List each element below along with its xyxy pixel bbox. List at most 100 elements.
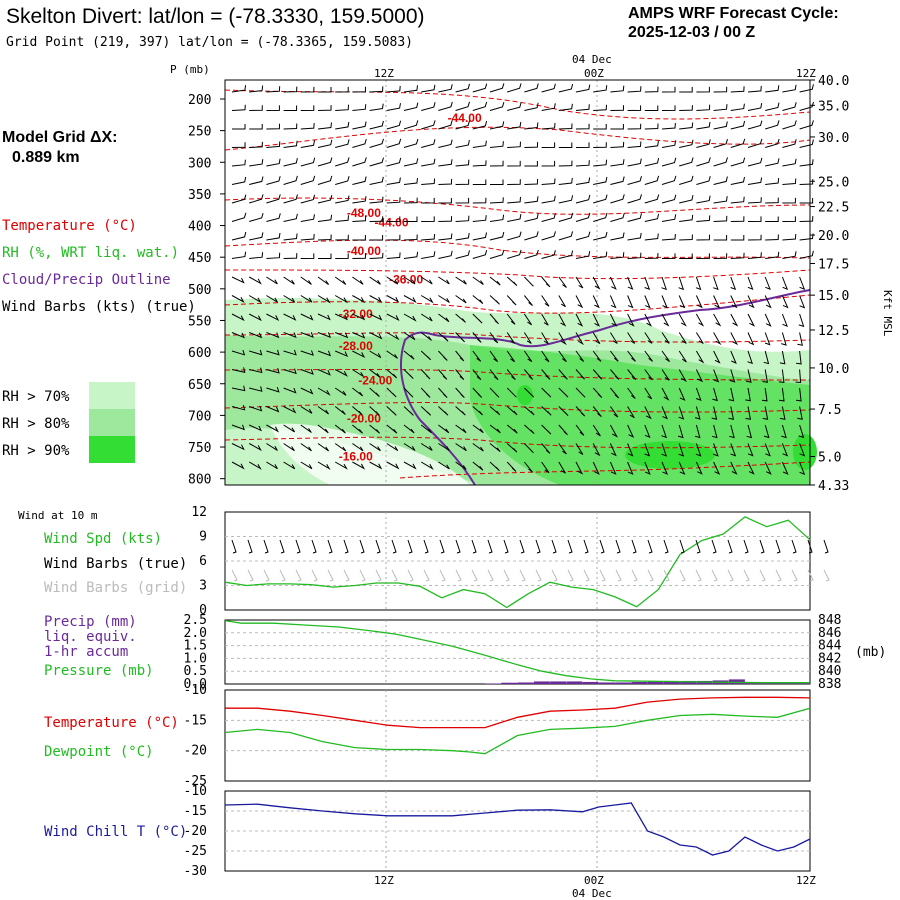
value-tick-label: 6	[199, 554, 207, 569]
wind-barb	[575, 123, 590, 130]
precip-bar	[485, 683, 502, 684]
wind-barb	[696, 195, 711, 204]
wind-barb	[541, 313, 549, 326]
wind-barb	[781, 332, 787, 346]
wind-barb	[369, 157, 384, 167]
wind-barb	[592, 295, 600, 309]
wind-barb	[627, 295, 634, 309]
wind-barb	[369, 406, 380, 416]
wind-barb	[266, 252, 281, 259]
wind-barb	[507, 249, 522, 259]
wind-barb	[352, 461, 366, 470]
wind-barb	[799, 101, 814, 111]
wind-barb	[575, 177, 591, 185]
wind-barb	[661, 157, 677, 167]
wind-barb	[249, 252, 264, 259]
wind-barb	[541, 332, 549, 345]
wind-barb	[317, 406, 330, 415]
wind-barb	[283, 253, 298, 259]
wind-barb	[782, 158, 797, 167]
wind-barb	[369, 424, 380, 434]
wind-barb	[334, 295, 348, 304]
pressure-tick-label: 200	[188, 93, 211, 108]
wind-barb	[627, 461, 634, 475]
wind10m-title: Wind at 10 m	[18, 509, 98, 522]
wind-barb	[592, 461, 600, 475]
temperature-label: Temperature (°C)	[44, 715, 179, 731]
wind-barb	[248, 443, 262, 452]
wind-barb	[781, 461, 789, 475]
wind-barb	[592, 387, 603, 398]
wind-barb	[283, 295, 296, 303]
wind-barb	[386, 387, 397, 398]
wind-barb-true	[615, 539, 621, 554]
wind-barb	[765, 85, 780, 93]
temperature-line	[225, 696, 811, 729]
wind-barb	[778, 387, 785, 402]
wind-barb	[795, 369, 802, 384]
wind-barb	[438, 461, 450, 470]
wind-barb	[455, 101, 470, 111]
wind-barb	[283, 406, 297, 414]
wind-barb-true	[263, 539, 269, 554]
wind-barb	[472, 406, 483, 416]
wind-barb	[231, 104, 246, 111]
bottom-time-label-12z: 12Z	[374, 874, 394, 887]
wind-barb	[455, 140, 470, 148]
wind-barb	[352, 104, 367, 111]
value-tick-label: 3	[199, 579, 207, 594]
wind-barb	[506, 276, 518, 286]
wind-barb	[455, 232, 470, 241]
wind-barb	[730, 443, 737, 457]
wind-barb	[438, 101, 453, 111]
wind-barb	[489, 424, 501, 434]
cloud-outline	[399, 289, 811, 486]
wind-barb	[762, 369, 769, 383]
wind-barb	[627, 232, 642, 241]
wind-barb	[644, 86, 659, 93]
wind-barb	[730, 138, 746, 148]
wind-barb	[300, 105, 315, 111]
wind-barb	[747, 197, 762, 204]
wind-barb	[627, 369, 637, 380]
wind-barb	[782, 216, 796, 222]
wind-barb	[644, 194, 660, 204]
wind-barb	[694, 424, 701, 439]
wind-barb	[472, 387, 483, 398]
top-time-label-00z: 00Z	[584, 67, 604, 80]
wind-barb	[593, 124, 607, 130]
wind-barb	[386, 120, 402, 130]
wind-barb	[266, 367, 280, 374]
wind-barb	[403, 332, 416, 341]
wind-barb	[369, 332, 383, 340]
wind-barb	[318, 87, 332, 93]
wind-barb	[249, 85, 264, 93]
wind-barb	[438, 120, 453, 130]
wind-barb	[386, 157, 402, 167]
pressure-tick-label: 400	[188, 220, 211, 235]
dewpoint-label: Dewpoint (°C)	[44, 744, 154, 760]
pressure-tick-label: 300	[188, 156, 211, 171]
wind-barb	[507, 121, 522, 130]
wind-barb	[713, 369, 720, 383]
wind-barb	[369, 138, 384, 148]
wind-barb-true	[551, 539, 557, 554]
wind-barb	[283, 368, 297, 375]
wind-barb	[575, 231, 591, 241]
wind-barb	[335, 234, 349, 241]
wind-barb-true	[423, 539, 429, 554]
wind-barb	[455, 159, 470, 167]
isotherm-label: -24.00	[358, 374, 392, 388]
wind-barb	[747, 234, 762, 241]
wind-barb	[489, 369, 499, 381]
pressure-tick-label: 846	[818, 626, 841, 641]
wind-barb	[575, 406, 586, 417]
height-tick-label: 15.0	[818, 289, 849, 304]
wind-barb	[300, 313, 314, 321]
wind-barb	[369, 176, 384, 185]
wind-barb	[472, 160, 487, 167]
wind-barb	[558, 313, 567, 327]
wind-barb	[558, 142, 573, 148]
wind-barb	[455, 197, 470, 204]
